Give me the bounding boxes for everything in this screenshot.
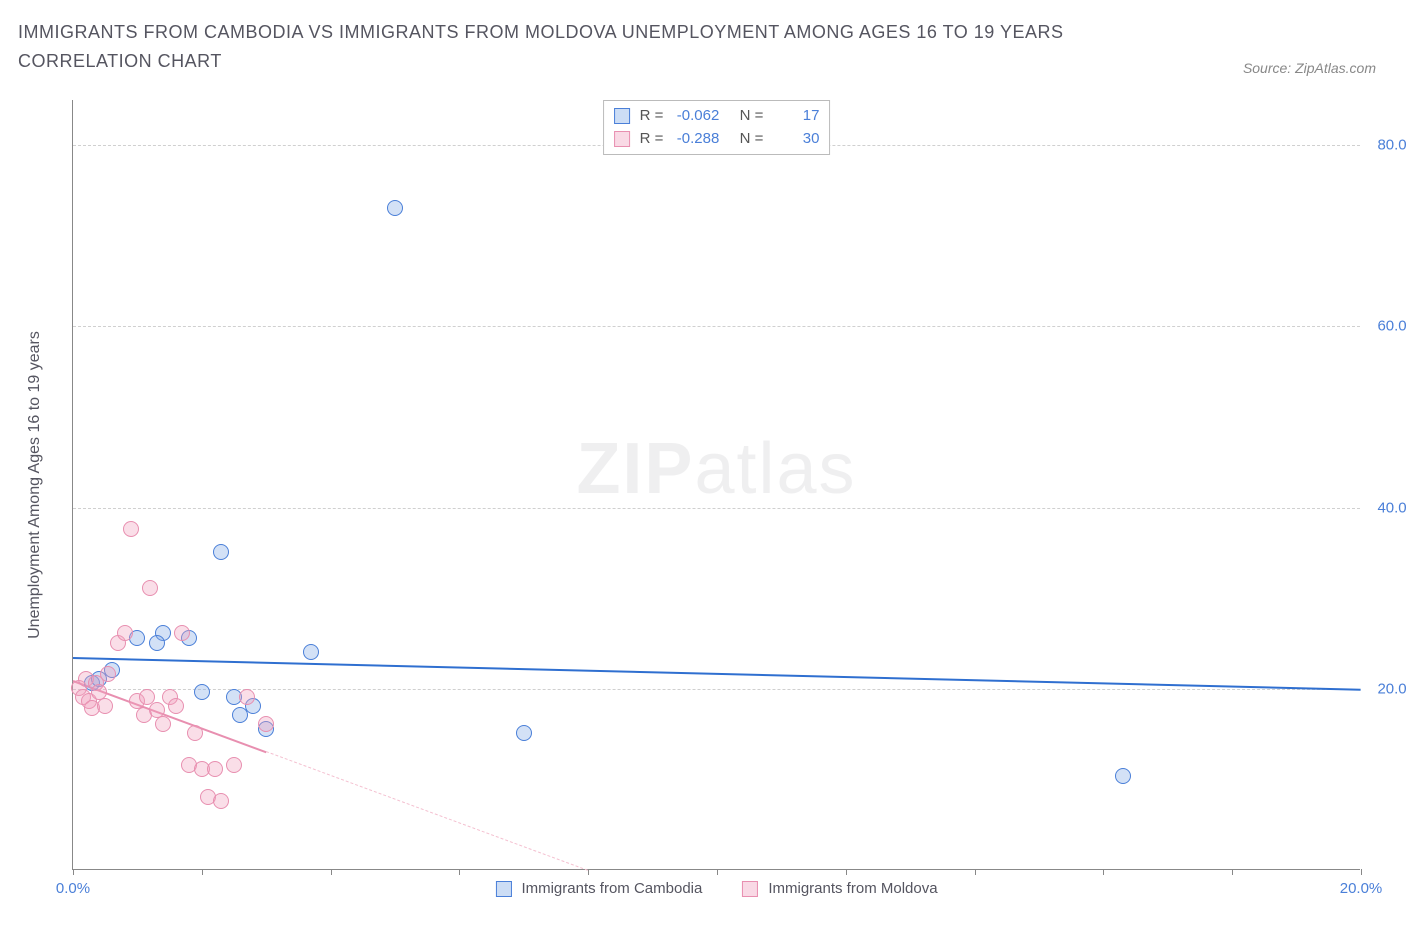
data-point: [258, 716, 274, 732]
x-tick-label: 20.0%: [1340, 880, 1383, 897]
stat-r-value: -0.062: [669, 105, 719, 128]
legend-stats-row: R =-0.288 N =30: [614, 128, 820, 151]
legend-swatch: [742, 881, 758, 897]
x-tick: [588, 869, 589, 875]
data-point: [387, 200, 403, 216]
watermark-light: atlas: [694, 429, 856, 509]
data-point: [213, 544, 229, 560]
stat-r-label: R =: [640, 128, 664, 151]
data-point: [117, 625, 133, 641]
plot-region: ZIPatlas R =-0.062 N =17R =-0.288 N =30 …: [72, 100, 1360, 870]
data-point: [123, 521, 139, 537]
data-point: [516, 725, 532, 741]
y-tick-label: 20.0%: [1377, 680, 1406, 697]
gridline: [73, 689, 1360, 690]
x-tick: [202, 869, 203, 875]
x-tick: [717, 869, 718, 875]
data-point: [239, 689, 255, 705]
x-tick: [975, 869, 976, 875]
data-point: [194, 684, 210, 700]
watermark-bold: ZIP: [576, 429, 694, 509]
legend-label: Immigrants from Cambodia: [521, 880, 702, 897]
x-tick: [1361, 869, 1362, 875]
legend-item: Immigrants from Cambodia: [495, 880, 702, 897]
chart-title: IMMIGRANTS FROM CAMBODIA VS IMMIGRANTS F…: [18, 18, 1168, 76]
legend-stats-row: R =-0.062 N =17: [614, 105, 820, 128]
x-tick: [1232, 869, 1233, 875]
data-point: [155, 716, 171, 732]
data-point: [97, 698, 113, 714]
source-attribution: Source: ZipAtlas.com: [1243, 60, 1376, 76]
data-point: [1115, 768, 1131, 784]
data-point: [232, 707, 248, 723]
legend-swatch: [614, 131, 630, 147]
stat-n-value: 17: [769, 105, 819, 128]
y-tick-label: 60.0%: [1377, 318, 1406, 335]
legend-swatch: [614, 108, 630, 124]
x-tick: [331, 869, 332, 875]
y-axis-label: Unemployment Among Ages 16 to 19 years: [26, 331, 44, 639]
legend-swatch: [495, 881, 511, 897]
data-point: [187, 725, 203, 741]
gridline: [73, 326, 1360, 327]
x-tick-label: 0.0%: [56, 880, 90, 897]
data-point: [174, 625, 190, 641]
trend-line: [73, 657, 1361, 691]
stat-r-label: R =: [640, 105, 664, 128]
stat-r-value: -0.288: [669, 128, 719, 151]
legend-label: Immigrants from Moldova: [768, 880, 937, 897]
data-point: [303, 644, 319, 660]
x-tick: [846, 869, 847, 875]
stat-n-value: 30: [769, 128, 819, 151]
x-tick: [1103, 869, 1104, 875]
stat-n-label: N =: [740, 128, 764, 151]
watermark: ZIPatlas: [576, 428, 856, 510]
x-tick: [459, 869, 460, 875]
x-tick: [73, 869, 74, 875]
data-point: [207, 761, 223, 777]
gridline: [73, 508, 1360, 509]
legend-stats-box: R =-0.062 N =17R =-0.288 N =30: [603, 100, 831, 155]
chart-area: Unemployment Among Ages 16 to 19 years Z…: [50, 100, 1360, 870]
data-point: [226, 757, 242, 773]
data-point: [142, 580, 158, 596]
trend-line: [266, 751, 588, 871]
stat-n-label: N =: [740, 105, 764, 128]
data-point: [100, 666, 116, 682]
data-point: [149, 635, 165, 651]
legend-item: Immigrants from Moldova: [742, 880, 937, 897]
y-tick-label: 80.0%: [1377, 137, 1406, 154]
bottom-legend: Immigrants from Cambodia Immigrants from …: [495, 880, 937, 897]
data-point: [168, 698, 184, 714]
y-tick-label: 40.0%: [1377, 499, 1406, 516]
data-point: [213, 793, 229, 809]
